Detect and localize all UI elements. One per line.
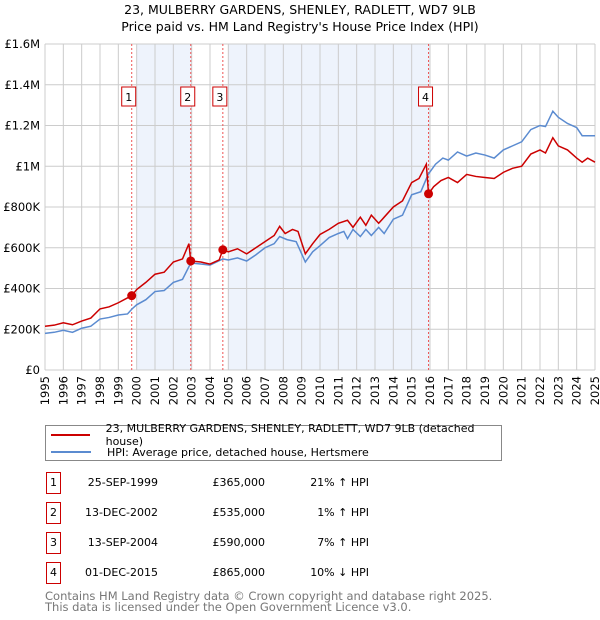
transaction-number-badge: 1 (46, 472, 61, 494)
x-tick-label: 2001 (148, 376, 162, 405)
y-tick-label: £1M (15, 159, 40, 173)
x-tick-label: 2015 (405, 376, 419, 405)
legend-item-hpi: HPI: Average price, detached house, Hert… (46, 444, 369, 460)
price-chart: 1995 1996 1997 1998 1999 2000 2001 2002 2003 2004… (3, 37, 600, 405)
transaction-hpi-diff: 7% ↑ HPI (317, 536, 369, 549)
x-tick-label: 2006 (240, 376, 254, 405)
legend-label-property: 23, MULBERRY GARDENS, SHENLEY, RADLETT, … (105, 422, 475, 448)
transaction-hpi-diff: 21% ↑ HPI (310, 476, 369, 489)
x-tick-label: 2017 (441, 376, 455, 405)
y-tick-label: £600K (3, 241, 40, 255)
sale-point (186, 256, 196, 266)
sale-label-box (121, 86, 137, 107)
x-tick-label: 2005 (221, 376, 235, 405)
x-tick-label: 2009 (295, 376, 309, 405)
y-tick-label: £400K (3, 282, 40, 296)
transaction-price: £535,000 (212, 506, 266, 519)
transaction-row: 2 13-DEC-2002 £535,000 1% ↑ HPI (0, 502, 600, 524)
x-tick-label: 2008 (276, 376, 290, 405)
transaction-row: 4 01-DEC-2015 £865,000 10% ↓ HPI (0, 562, 600, 584)
x-tick-label: 2016 (423, 376, 437, 405)
transaction-number-badge: 3 (46, 532, 61, 554)
sale-label-box (418, 86, 434, 107)
chart-title: 23, MULBERRY GARDENS, SHENLEY, RADLETT, … (124, 2, 476, 17)
x-tick-label: 2007 (258, 376, 272, 405)
x-tick-label: 2011 (331, 376, 345, 405)
y-tick-label: £0 (25, 363, 40, 377)
chart-subtitle: Price paid vs. HM Land Registry's House … (121, 19, 479, 34)
x-tick-label: 2022 (533, 376, 547, 405)
transaction-number-badge: 4 (46, 562, 61, 584)
x-tick-label: 2014 (386, 376, 400, 405)
legend-swatch-property (51, 434, 90, 436)
sale-point (424, 189, 434, 199)
x-tick-label: 2020 (496, 376, 510, 405)
sale-label-number: 4 (422, 91, 429, 104)
y-tick-label: £800K (3, 200, 40, 214)
x-tick-label: 2021 (515, 376, 529, 405)
x-tick-label: 2019 (478, 376, 492, 405)
transaction-number-badge: 2 (46, 502, 61, 524)
x-tick-label: 1996 (56, 376, 70, 405)
sale-label-number: 3 (216, 91, 223, 104)
x-tick-label: 2023 (551, 376, 565, 405)
sale-point (127, 291, 137, 301)
sale-label-box (212, 86, 228, 107)
transaction-date: 01-DEC-2015 (84, 566, 158, 579)
transaction-row: 1 25-SEP-1999 £365,000 21% ↑ HPI (0, 472, 600, 494)
x-tick-label: 2003 (185, 376, 199, 405)
footer-copyright: Contains HM Land Registry data © Crown c… (45, 589, 493, 603)
property-series-line (44, 136, 596, 327)
y-tick-label: £200K (3, 322, 40, 336)
x-tick-label: 2018 (460, 376, 474, 405)
x-tick-label: 2000 (130, 376, 144, 405)
sale-point (218, 245, 228, 255)
x-tick-label: 2002 (166, 376, 180, 405)
x-tick-label: 1995 (38, 376, 52, 405)
x-tick-label: 1999 (111, 376, 125, 405)
y-tick-label: £1.2M (4, 119, 40, 133)
transaction-row: 3 13-SEP-2004 £590,000 7% ↑ HPI (0, 532, 600, 554)
transaction-price: £865,000 (212, 566, 266, 579)
transaction-date: 25-SEP-1999 (87, 476, 158, 489)
footer-licence: This data is licensed under the Open Gov… (45, 600, 412, 614)
y-tick-label: £1.6M (4, 37, 40, 51)
legend-item-property: 23, MULBERRY GARDENS, SHENLEY, RADLETT, … (46, 422, 501, 448)
x-tick-label: 2010 (313, 376, 327, 405)
hpi-series-line (44, 109, 595, 335)
transaction-price: £365,000 (212, 476, 266, 489)
x-tick-label: 2013 (368, 376, 382, 405)
transaction-price: £590,000 (212, 536, 266, 549)
x-tick-label: 2024 (570, 376, 584, 405)
y-tick-label: £1.4M (4, 78, 40, 92)
sale-label-number: 2 (184, 91, 191, 104)
transaction-date: 13-SEP-2004 (87, 536, 158, 549)
sale-label-number: 1 (125, 91, 132, 104)
transaction-hpi-diff: 1% ↑ HPI (317, 506, 369, 519)
transaction-date: 13-DEC-2002 (84, 506, 158, 519)
x-tick-label: 2012 (350, 376, 364, 405)
legend-swatch-hpi (51, 451, 91, 453)
legend: 23, MULBERRY GARDENS, SHENLEY, RADLETT, … (45, 422, 502, 461)
transaction-hpi-diff: 10% ↓ HPI (310, 566, 369, 579)
legend-label-hpi: HPI: Average price, detached house, Hert… (107, 445, 369, 459)
sale-label-box (180, 86, 196, 107)
x-tick-label: 2025 (588, 376, 600, 405)
x-tick-label: 2004 (203, 376, 217, 405)
x-tick-label: 1998 (93, 376, 107, 405)
x-tick-label: 1997 (75, 376, 89, 405)
